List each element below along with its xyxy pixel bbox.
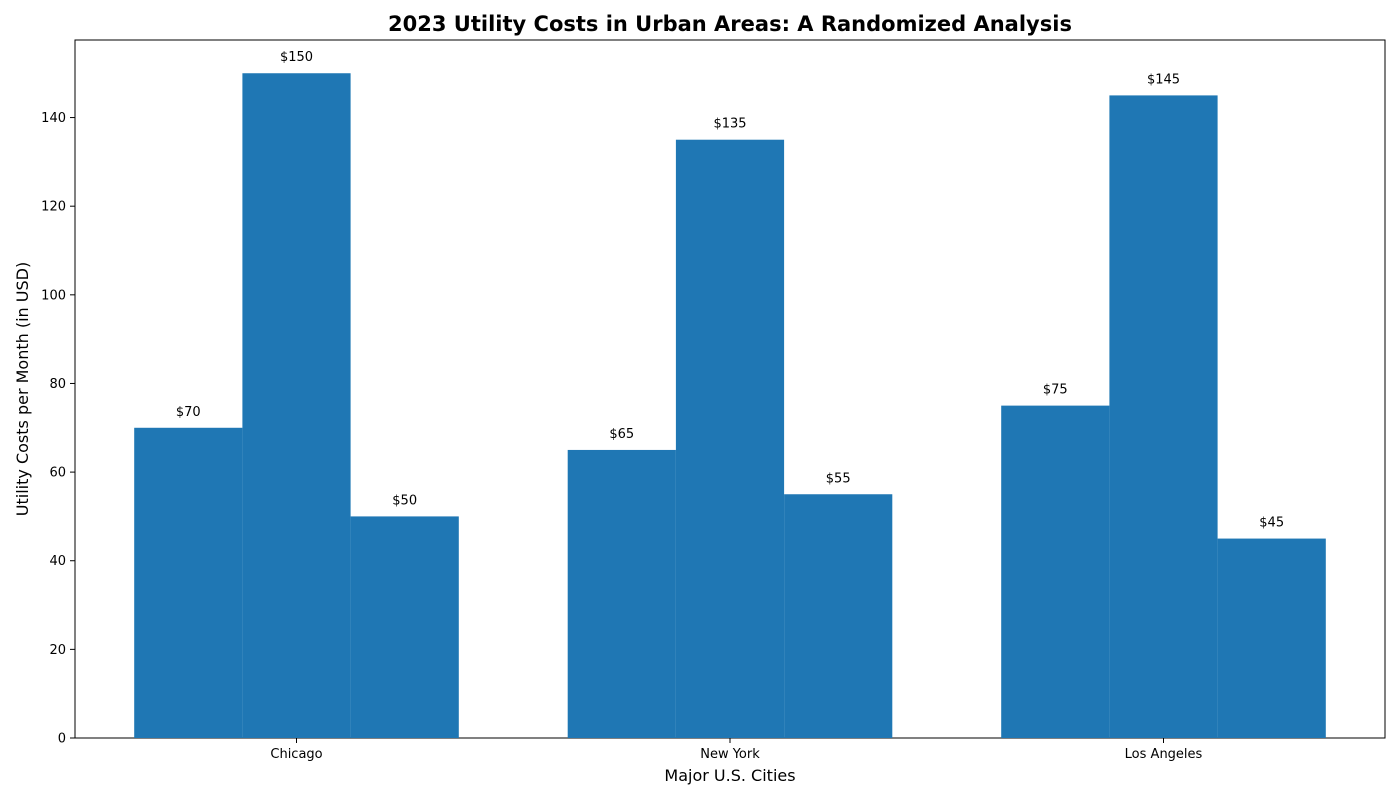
bar-los-angeles-2 (1109, 95, 1218, 738)
data-label: $70 (176, 405, 201, 420)
plot-area: $70 $150 $50 $65 $135 $55 $75 $145 $45 (74, 39, 1386, 739)
y-tick-label: 80 (49, 377, 66, 392)
data-label: $65 (609, 427, 634, 442)
y-tick-label: 140 (41, 111, 66, 126)
data-label: $75 (1043, 383, 1068, 398)
chart-title: 2023 Utility Costs in Urban Areas: A Ran… (388, 12, 1072, 36)
x-tick-label: Los Angeles (1125, 747, 1203, 762)
bar-new-york-2 (675, 139, 785, 738)
y-tick-label: 60 (49, 466, 66, 481)
data-label: $50 (392, 493, 417, 508)
y-tick-label: 120 (41, 200, 66, 215)
bar-los-angeles-3 (1217, 538, 1326, 738)
data-label: $145 (1147, 72, 1180, 87)
data-label: $150 (280, 50, 313, 65)
y-axis-label: Utility Costs per Month (in USD) (13, 262, 32, 516)
y-tick-label: 100 (41, 288, 66, 303)
bar-chicago-2 (242, 73, 351, 739)
x-tick-label: New York (700, 747, 760, 762)
y-axis: 0 20 40 60 80 100 120 140 (41, 111, 75, 747)
bar-labels-group: $70 $150 $50 $65 $135 $55 $75 $145 $45 (176, 50, 1284, 530)
bar-los-angeles-1 (1001, 405, 1110, 738)
data-label: $55 (826, 471, 851, 486)
x-tick-label: Chicago (270, 747, 322, 762)
bars-group (134, 73, 1326, 739)
bar-new-york-3 (784, 494, 893, 738)
bar-chicago-1 (134, 427, 243, 738)
y-tick-label: 40 (49, 554, 66, 569)
data-label: $135 (713, 117, 746, 132)
bar-chicago-3 (350, 516, 459, 738)
x-axis: Chicago New York Los Angeles (270, 738, 1203, 762)
y-tick-label: 0 (58, 732, 66, 747)
x-axis-label: Major U.S. Cities (664, 766, 795, 785)
data-label: $45 (1259, 516, 1284, 531)
y-tick-label: 20 (49, 643, 66, 658)
bar-new-york-1 (567, 449, 676, 738)
